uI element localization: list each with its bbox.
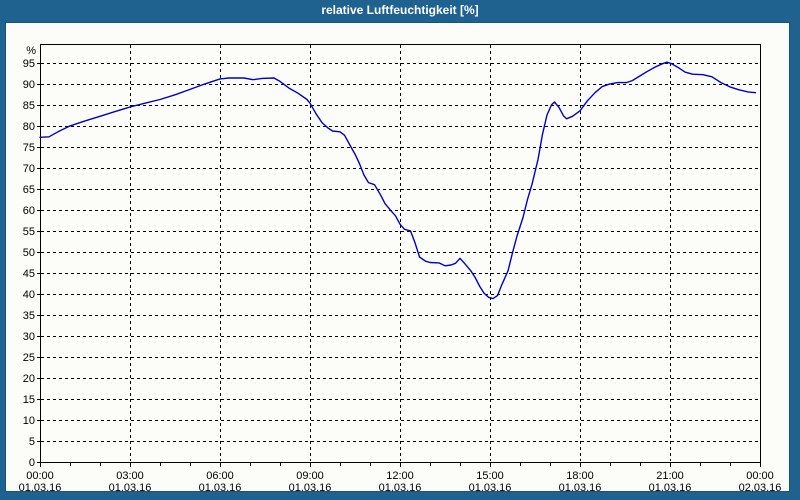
x-axis-date-label: 01.03.16: [649, 482, 692, 494]
y-axis-label: 0: [29, 457, 35, 469]
y-axis-label: 75: [23, 142, 35, 154]
chart-content-area: [5, 22, 790, 492]
y-axis-label: 90: [23, 79, 35, 91]
y-axis-label: 25: [23, 352, 35, 364]
y-axis-label: 70: [23, 163, 35, 175]
x-axis-date-label: 01.03.16: [109, 482, 152, 494]
y-axis-label: 85: [23, 100, 35, 112]
x-axis-time-label: 00:00: [26, 470, 54, 482]
y-axis-label: 45: [23, 268, 35, 280]
x-axis-date-label: 01.03.16: [19, 482, 62, 494]
y-axis-label: 30: [23, 331, 35, 343]
x-axis-date-label: 01.03.16: [199, 482, 242, 494]
y-axis-label: 15: [23, 394, 35, 406]
y-axis-label: 55: [23, 226, 35, 238]
y-axis-label: 65: [23, 184, 35, 196]
x-axis-time-label: 06:00: [206, 470, 234, 482]
y-axis-unit-label: %: [26, 45, 36, 57]
plot-border: [40, 44, 761, 463]
x-axis-time-label: 15:00: [476, 470, 504, 482]
y-axis-label: 10: [23, 415, 35, 427]
x-axis-date-label: 01.03.16: [289, 482, 332, 494]
y-axis-label: 35: [23, 310, 35, 322]
y-axis-label: 95: [23, 58, 35, 70]
x-axis-time-label: 03:00: [116, 470, 144, 482]
x-axis-date-label: 02.03.16: [739, 482, 782, 494]
page-title: relative Luftfeuchtigkeit [%]: [321, 3, 479, 17]
x-axis-time-label: 12:00: [386, 470, 414, 482]
humidity-series-line: [39, 61, 757, 300]
x-axis-date-label: 01.03.16: [559, 482, 602, 494]
x-axis-time-label: 21:00: [656, 470, 684, 482]
y-axis-label: 20: [23, 373, 35, 385]
x-axis-time-label: 18:00: [566, 470, 594, 482]
x-axis-date-label: 01.03.16: [469, 482, 512, 494]
y-axis-label: 50: [23, 247, 35, 259]
title-bar: relative Luftfeuchtigkeit [%]: [0, 0, 800, 22]
x-axis-time-label: 00:00: [746, 470, 774, 482]
x-axis-date-label: 01.03.16: [379, 482, 422, 494]
y-axis-label: 80: [23, 121, 35, 133]
y-axis-label: 40: [23, 289, 35, 301]
y-axis-label: 60: [23, 205, 35, 217]
y-axis-label: 5: [29, 436, 35, 448]
x-axis-time-label: 09:00: [296, 470, 324, 482]
